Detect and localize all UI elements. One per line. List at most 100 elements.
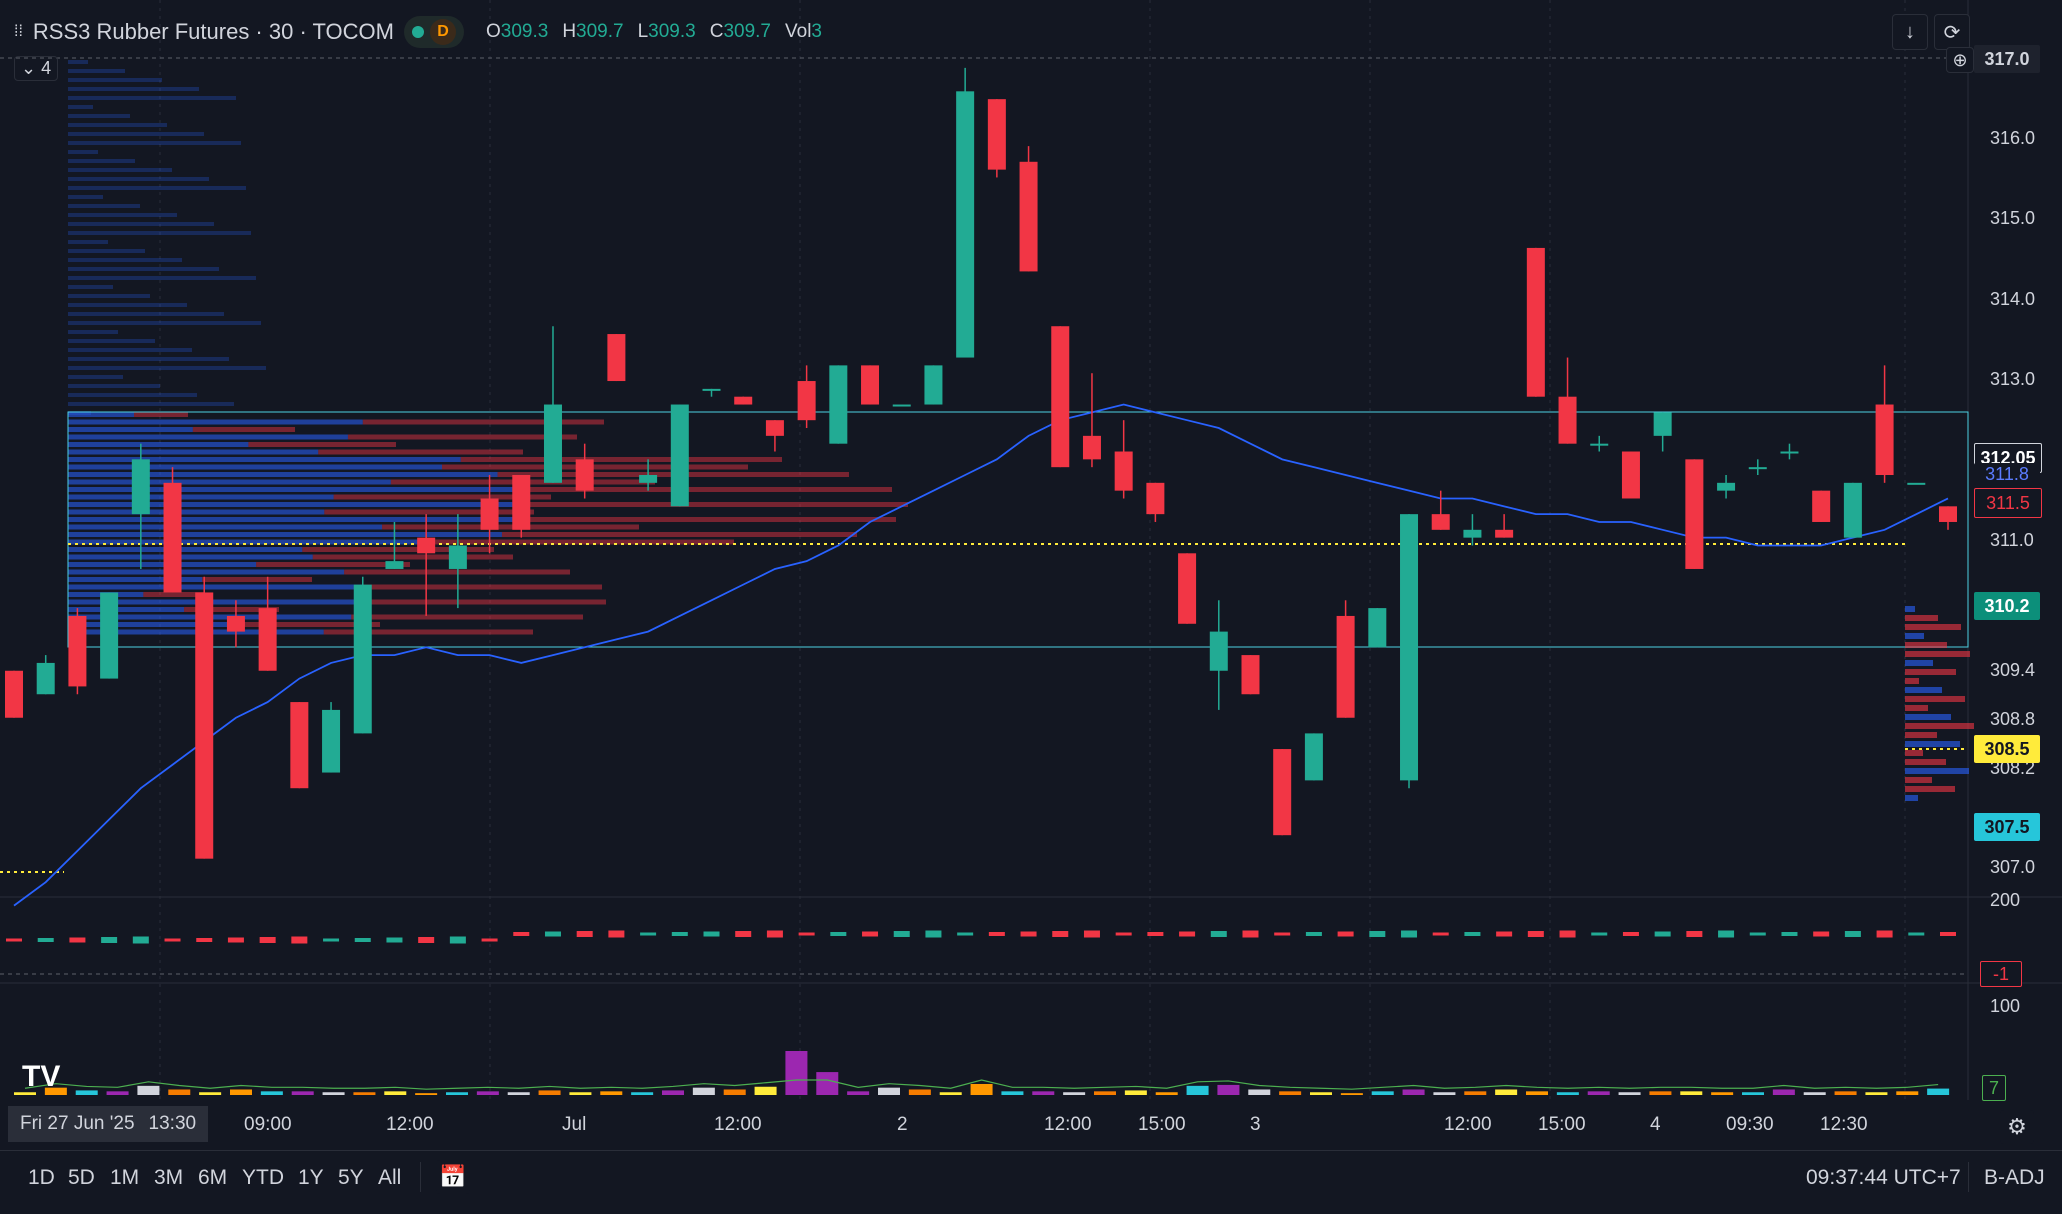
volume-bar (1927, 1088, 1950, 1095)
volume-bar (723, 1089, 746, 1095)
clock[interactable]: 09:37:44 UTC+7 (1806, 1166, 1961, 1189)
range-6m[interactable]: 6M (198, 1166, 228, 1189)
volume-profile-bar (68, 213, 177, 217)
range-1y[interactable]: 1Y (298, 1166, 324, 1189)
price-tick: 316.0 (1990, 128, 2036, 148)
range-1d[interactable]: 1D (28, 1166, 55, 1189)
range-1m[interactable]: 1M (110, 1166, 140, 1189)
volume-bar (1742, 1092, 1764, 1095)
volume-profile-bar (68, 159, 135, 163)
refresh-icon[interactable]: ⟳ (1934, 14, 1970, 50)
volume-bar (446, 1092, 468, 1095)
volume-profile-bar (68, 177, 209, 181)
symbol-menu-icon[interactable]: ⁞⁞ (14, 23, 23, 40)
volume-bar (939, 1092, 962, 1095)
volume-profile-bar (68, 419, 363, 425)
symbol-title[interactable]: RSS3 Rubber Futures · 30 · TOCOM (32, 19, 394, 44)
oscillator-bar (1179, 931, 1196, 937)
volume-profile-bar (68, 562, 257, 567)
volume-bar (1371, 1091, 1394, 1095)
range-ytd[interactable]: YTD (242, 1166, 284, 1189)
oscillator-bar (354, 938, 371, 942)
volume-bar (1649, 1091, 1672, 1095)
ohlc-values: O309.3 H309.7 L309.3 C309.7 Vol3 (486, 21, 822, 43)
adjustment-toggle[interactable]: B-ADJ (1984, 1166, 2045, 1189)
volume-profile-bar (68, 494, 334, 500)
volume-bar (662, 1090, 684, 1095)
volume-bar (137, 1085, 160, 1095)
oscillator-bar (481, 938, 498, 942)
ohlc-low: L309.3 (637, 21, 696, 42)
volume-bar (631, 1092, 654, 1095)
volume-bar (970, 1084, 993, 1095)
volume-profile-bar (68, 339, 155, 343)
candle-body (512, 475, 531, 530)
price-tick: 308.2 (1990, 758, 2036, 778)
volume-profile-bar (68, 384, 160, 388)
candle-body (1114, 451, 1133, 491)
volume-profile-bar (68, 524, 383, 530)
volume-bar (353, 1092, 376, 1095)
volume-bar (1495, 1089, 1518, 1095)
volume-bar (600, 1091, 623, 1095)
candle-body (797, 381, 816, 421)
volume-profile-bar (68, 402, 234, 406)
session-profile-bar (1905, 660, 1933, 666)
volume-bar (1803, 1092, 1826, 1095)
oscillator-bar (735, 931, 752, 937)
candle-body (829, 365, 848, 444)
volume-bar (1094, 1091, 1116, 1095)
candle-body (417, 537, 436, 554)
volume-tick: 100 (1990, 996, 2021, 1016)
volume-bar (1032, 1091, 1055, 1095)
session-profile-bar (1905, 633, 1924, 639)
candle-body (1400, 514, 1419, 781)
range-3m[interactable]: 3M (154, 1166, 184, 1189)
market-status[interactable]: D (403, 16, 464, 48)
data-delay-badge: D (429, 19, 456, 45)
candle-body (1843, 482, 1862, 538)
range-5y[interactable]: 5Y (338, 1166, 364, 1189)
volume-profile-bar (523, 517, 896, 522)
oscillator-bar (386, 937, 403, 943)
volume-profile-bar (68, 222, 214, 226)
candle-body (1051, 326, 1070, 468)
goto-date-icon[interactable]: 📅 (436, 1160, 470, 1194)
indicators-toggle[interactable]: ⌄ 4 (14, 56, 59, 81)
start-time: 13:30 (148, 1113, 197, 1134)
volume-bar (1587, 1091, 1610, 1095)
range-all[interactable]: All (378, 1166, 402, 1189)
volume-bar (260, 1091, 283, 1095)
poc-tag: 311.5 (1974, 488, 2042, 518)
time-axis-start: Fri 27 Jun '25 13:30 (8, 1106, 209, 1142)
volume-profile-bar (68, 464, 442, 470)
oscillator-value-tag: -1 (1980, 961, 2022, 987)
volume-profile-bar (68, 87, 199, 91)
chart-canvas[interactable]: TV (0, 0, 2062, 1150)
oscillator-bar (1908, 932, 1925, 936)
candle-body (670, 404, 689, 507)
session-profile-bar (1905, 606, 1915, 612)
volume-profile-bar (248, 442, 396, 447)
oscillator-bar (1274, 932, 1291, 936)
plus-circle-icon[interactable]: ⊕ (1946, 47, 1974, 73)
settings-gear-icon[interactable]: ⚙ (2000, 1110, 2034, 1144)
volume-profile-bar (68, 78, 162, 82)
volume-value-tag: 7 (1982, 1075, 2006, 1101)
volume-profile-bar (192, 427, 295, 432)
toolbar-divider (1968, 1162, 1969, 1192)
oscillator-bar (1401, 930, 1418, 938)
volume-profile-bar (347, 434, 577, 440)
candle-body (1717, 482, 1736, 491)
volume-profile-bar (68, 141, 241, 145)
session-level-tag: 308.5 (1974, 735, 2040, 763)
candle-body (1939, 506, 1957, 522)
session-profile-bar (1905, 651, 1970, 657)
volume-profile-bar (68, 303, 187, 307)
symbol-legend: ⁞⁞ RSS3 Rubber Futures · 30 · TOCOM D O3… (14, 14, 822, 50)
volume-bar (816, 1072, 839, 1095)
range-5d[interactable]: 5D (68, 1166, 95, 1189)
volume-profile-bar (68, 168, 172, 172)
download-icon[interactable]: ↓ (1892, 14, 1928, 50)
volume-profile-bar (68, 123, 167, 127)
